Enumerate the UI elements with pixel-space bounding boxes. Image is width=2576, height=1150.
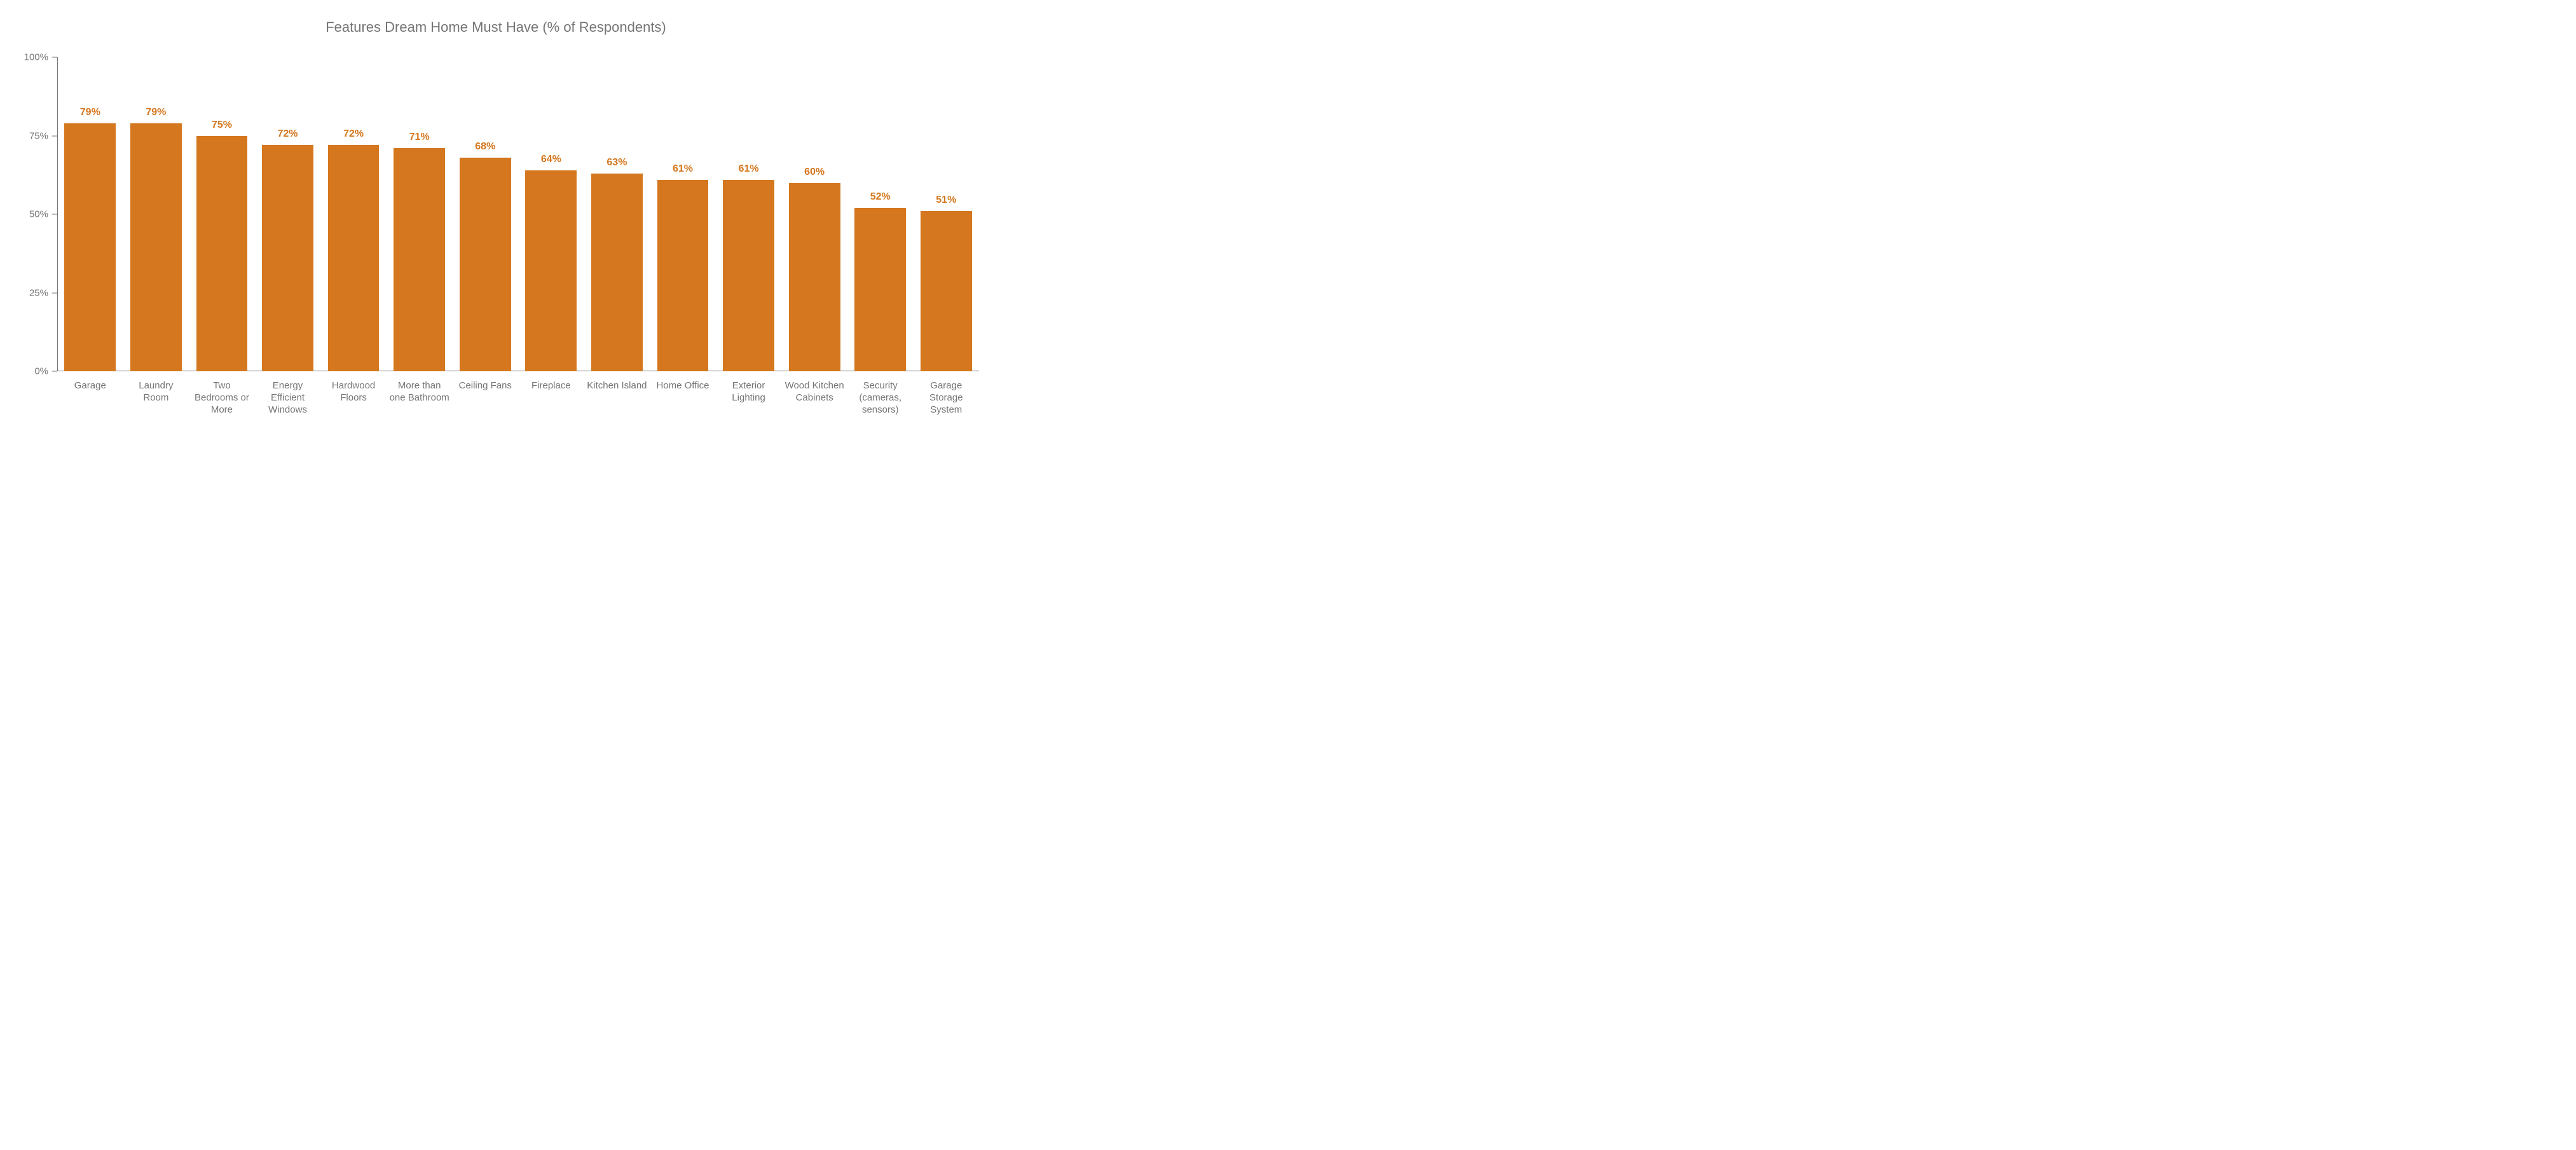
x-tick-label: Laundry Room bbox=[123, 380, 189, 437]
plot-area: 79% 79% 75% 72% 72% 71% 68% 64% 63% 61% 61% 60% 52% 5… bbox=[57, 57, 979, 371]
bar-slot: 63% bbox=[584, 57, 650, 371]
bar-slot: 52% bbox=[847, 57, 914, 371]
bar-slot: 60% bbox=[781, 57, 847, 371]
bar: 60% bbox=[789, 183, 840, 371]
x-tick-label: Home Office bbox=[650, 380, 716, 437]
bar-slot: 51% bbox=[914, 57, 980, 371]
bar: 61% bbox=[657, 180, 709, 371]
x-tick-label: Security (cameras, sensors) bbox=[847, 380, 914, 437]
x-labels-container: GarageLaundry RoomTwo Bedrooms or MoreEn… bbox=[57, 380, 979, 437]
bar-value-label: 71% bbox=[409, 132, 430, 143]
bar-value-label: 64% bbox=[541, 154, 561, 165]
bar-value-label: 52% bbox=[870, 191, 891, 203]
y-tick-label: 0% bbox=[34, 366, 57, 377]
bar: 79% bbox=[64, 123, 116, 371]
x-tick-label: Kitchen Island bbox=[584, 380, 650, 437]
x-tick-label: Ceiling Fans bbox=[452, 380, 518, 437]
bar-value-label: 61% bbox=[673, 163, 693, 175]
bar-slot: 72% bbox=[320, 57, 387, 371]
bar: 71% bbox=[394, 148, 445, 371]
bar-value-label: 61% bbox=[739, 163, 759, 175]
x-tick-label: Wood Kitchen Cabinets bbox=[781, 380, 847, 437]
chart-title: Features Dream Home Must Have (% of Resp… bbox=[0, 19, 992, 36]
y-tick-label: 25% bbox=[29, 287, 57, 298]
x-tick-label: Garage Storage System bbox=[914, 380, 980, 437]
bar: 51% bbox=[921, 211, 972, 371]
bar-chart: Features Dream Home Must Have (% of Resp… bbox=[0, 0, 992, 442]
bar-slot: 75% bbox=[189, 57, 255, 371]
x-tick-label: Fireplace bbox=[518, 380, 584, 437]
bar: 79% bbox=[130, 123, 182, 371]
bar: 52% bbox=[854, 208, 906, 371]
bar-value-label: 51% bbox=[936, 195, 956, 206]
bar-value-label: 63% bbox=[606, 157, 627, 168]
bar-slot: 79% bbox=[123, 57, 189, 371]
x-tick-label: Two Bedrooms or More bbox=[189, 380, 255, 437]
y-tick-label: 50% bbox=[29, 209, 57, 220]
bar-value-label: 72% bbox=[278, 128, 298, 140]
bar-value-label: 72% bbox=[343, 128, 364, 140]
bar: 75% bbox=[196, 136, 248, 372]
x-tick-label: Exterior Lighting bbox=[716, 380, 782, 437]
bar-slot: 61% bbox=[716, 57, 782, 371]
y-tick-label: 75% bbox=[29, 130, 57, 141]
bar-value-label: 60% bbox=[804, 167, 825, 178]
y-tick-label: 100% bbox=[24, 52, 57, 63]
bar-value-label: 68% bbox=[475, 141, 495, 153]
bar-slot: 71% bbox=[387, 57, 453, 371]
bar: 63% bbox=[591, 174, 643, 371]
bar-slot: 72% bbox=[255, 57, 321, 371]
bars-container: 79% 79% 75% 72% 72% 71% 68% 64% 63% 61% 61% 60% 52% 5… bbox=[57, 57, 979, 371]
bar: 72% bbox=[328, 145, 380, 371]
bar-slot: 64% bbox=[518, 57, 584, 371]
bar: 61% bbox=[723, 180, 774, 371]
bar: 68% bbox=[460, 158, 511, 371]
bar: 72% bbox=[262, 145, 313, 371]
bar-slot: 79% bbox=[57, 57, 123, 371]
bar-value-label: 75% bbox=[212, 120, 232, 131]
bar-slot: 68% bbox=[452, 57, 518, 371]
x-tick-label: Hardwood Floors bbox=[320, 380, 387, 437]
bar-value-label: 79% bbox=[80, 107, 100, 118]
bar-value-label: 79% bbox=[146, 107, 166, 118]
x-tick-label: Energy Efficient Windows bbox=[255, 380, 321, 437]
bar-slot: 61% bbox=[650, 57, 716, 371]
x-tick-label: More than one Bathroom bbox=[387, 380, 453, 437]
x-tick-label: Garage bbox=[57, 380, 123, 437]
bar: 64% bbox=[525, 170, 577, 371]
